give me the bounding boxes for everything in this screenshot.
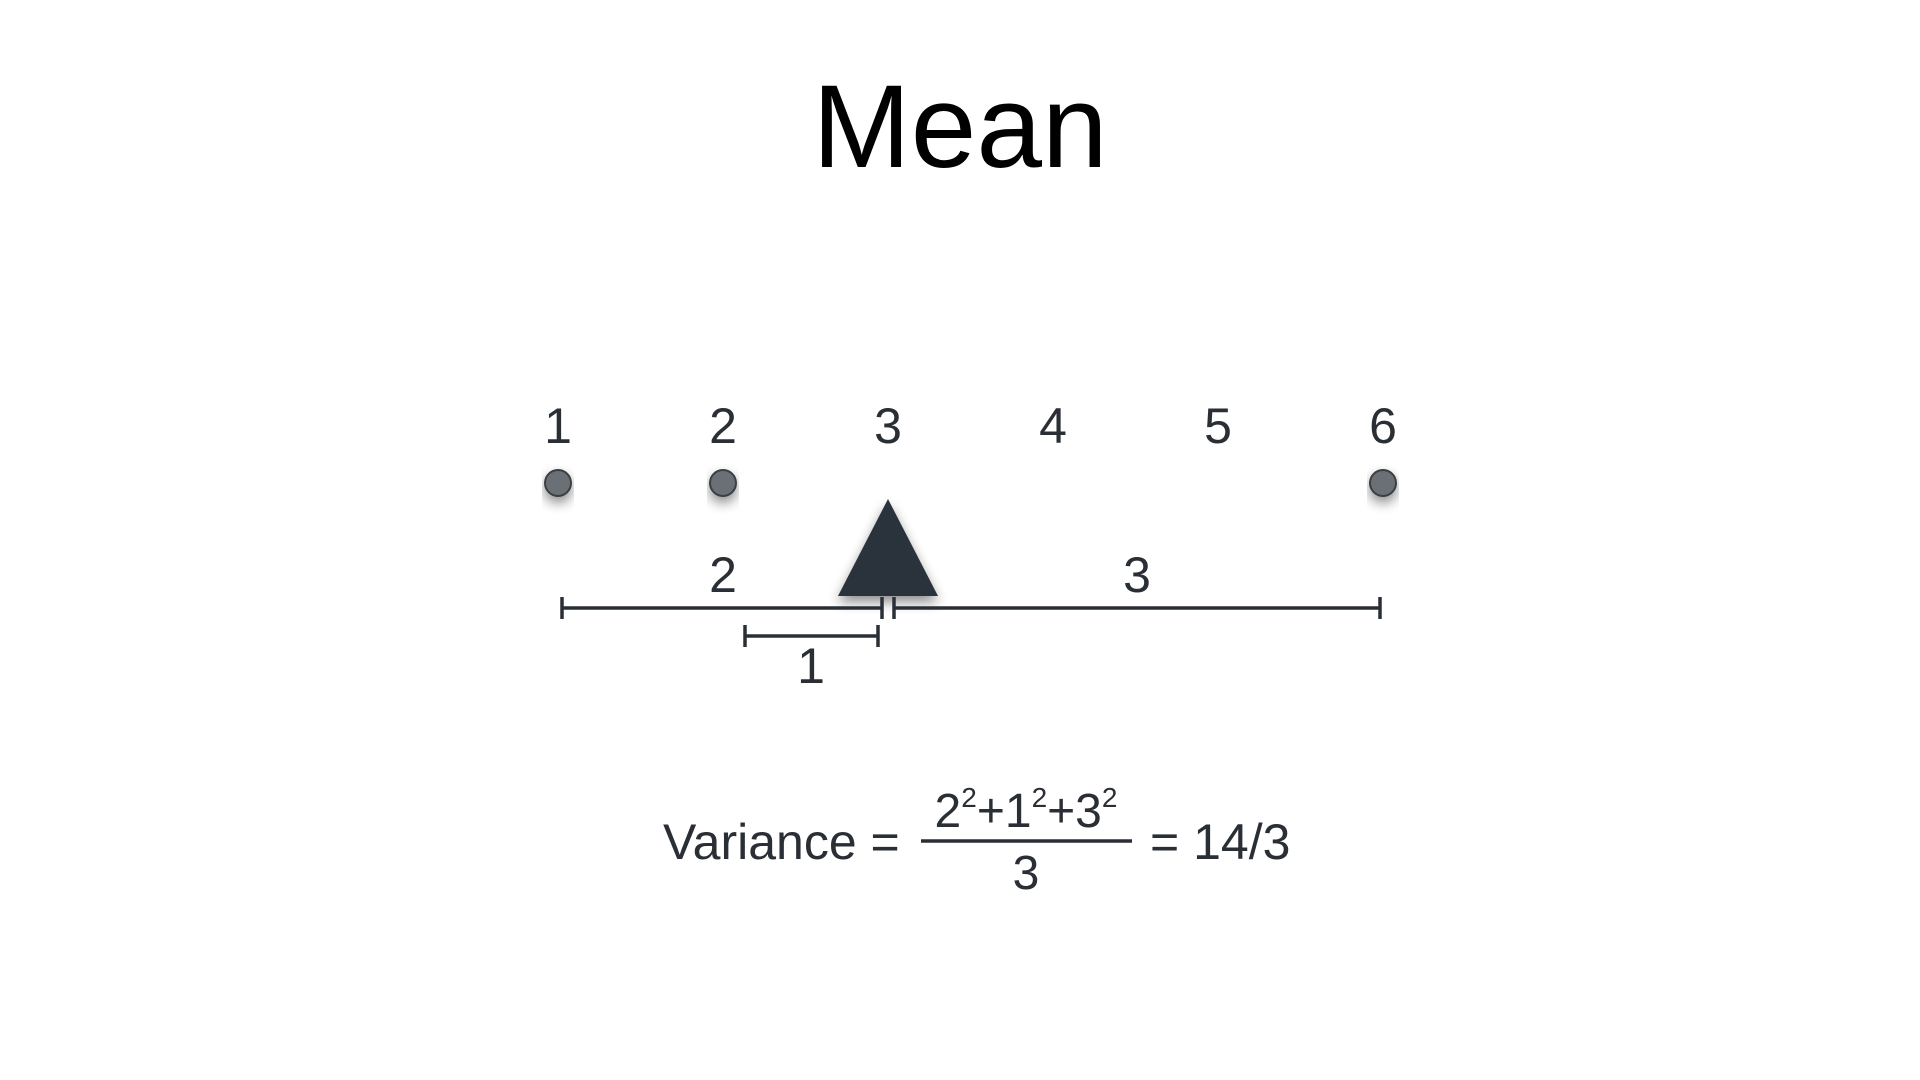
deviation-label-left-long: 2	[709, 547, 737, 603]
numerator-term-3-exp: 2	[1102, 782, 1118, 813]
formula-numerator: 22+12+32	[935, 782, 1118, 838]
tick-label-1: 1	[544, 398, 572, 454]
formula-lhs: Variance =	[663, 814, 900, 870]
bracket-left-short	[743, 625, 880, 647]
numerator-term-2-exp: 2	[1032, 782, 1048, 813]
numerator-op-2: +	[1047, 785, 1075, 838]
numerator-term-1-base: 2	[935, 785, 962, 838]
bracket-left-long	[560, 597, 884, 619]
formula-result: = 14/3	[1150, 814, 1290, 870]
numerator-term-1-exp: 2	[961, 782, 977, 813]
data-point-2	[709, 469, 737, 497]
variance-formula: Variance = 22+12+32 3 = 14/3	[663, 782, 1290, 900]
data-points	[544, 469, 1397, 497]
tick-label-4: 4	[1039, 398, 1067, 454]
tick-label-6: 6	[1369, 398, 1397, 454]
numerator-op-1: +	[977, 785, 1005, 838]
data-point-1	[544, 469, 572, 497]
deviation-brackets	[560, 597, 1382, 647]
tick-label-5: 5	[1204, 398, 1232, 454]
slide-title: Mean	[812, 61, 1108, 193]
tick-labels: 1 2 3 4 5 6	[544, 398, 1397, 454]
data-point-6	[1369, 469, 1397, 497]
tick-label-3: 3	[874, 398, 902, 454]
tick-label-2: 2	[709, 398, 737, 454]
deviation-label-left-short: 1	[797, 638, 825, 694]
bracket-right	[892, 597, 1382, 619]
fulcrum-triangle	[838, 499, 938, 596]
deviation-label-right: 3	[1123, 547, 1151, 603]
formula-denominator: 3	[1013, 847, 1040, 900]
numerator-term-2-base: 1	[1005, 785, 1032, 838]
numerator-term-3-base: 3	[1075, 785, 1102, 838]
